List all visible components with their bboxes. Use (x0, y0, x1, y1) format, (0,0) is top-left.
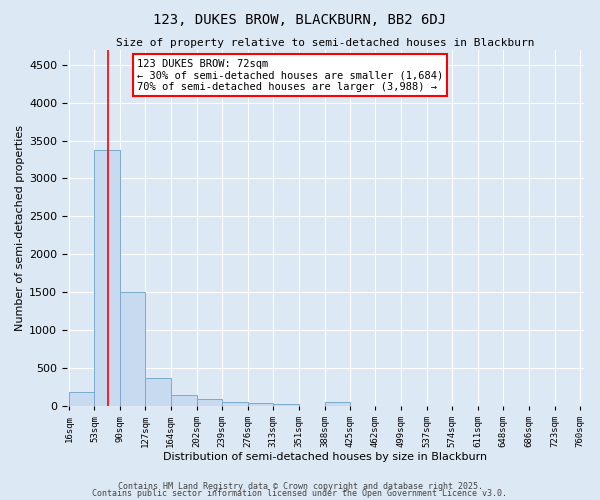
Bar (222, 402, 248, 406)
Bar (145, 378, 171, 406)
Bar (69, 392, 94, 406)
Bar (94, 150, 120, 406)
Bar (273, 404, 299, 406)
Bar (248, 403, 273, 406)
Text: 123, DUKES BROW, BLACKBURN, BB2 6DJ: 123, DUKES BROW, BLACKBURN, BB2 6DJ (154, 12, 446, 26)
Text: Contains public sector information licensed under the Open Government Licence v3: Contains public sector information licen… (92, 489, 508, 498)
Bar (120, 292, 145, 406)
Y-axis label: Number of semi-detached properties: Number of semi-detached properties (15, 124, 25, 330)
Text: 123 DUKES BROW: 72sqm
← 30% of semi-detached houses are smaller (1,684)
70% of s: 123 DUKES BROW: 72sqm ← 30% of semi-deta… (137, 58, 443, 92)
Bar (171, 394, 197, 406)
Title: Size of property relative to semi-detached houses in Blackburn: Size of property relative to semi-detach… (116, 38, 535, 48)
Bar (325, 402, 350, 406)
X-axis label: Distribution of semi-detached houses by size in Blackburn: Distribution of semi-detached houses by … (163, 452, 487, 462)
Text: Contains HM Land Registry data © Crown copyright and database right 2025.: Contains HM Land Registry data © Crown c… (118, 482, 482, 491)
Bar (197, 399, 222, 406)
